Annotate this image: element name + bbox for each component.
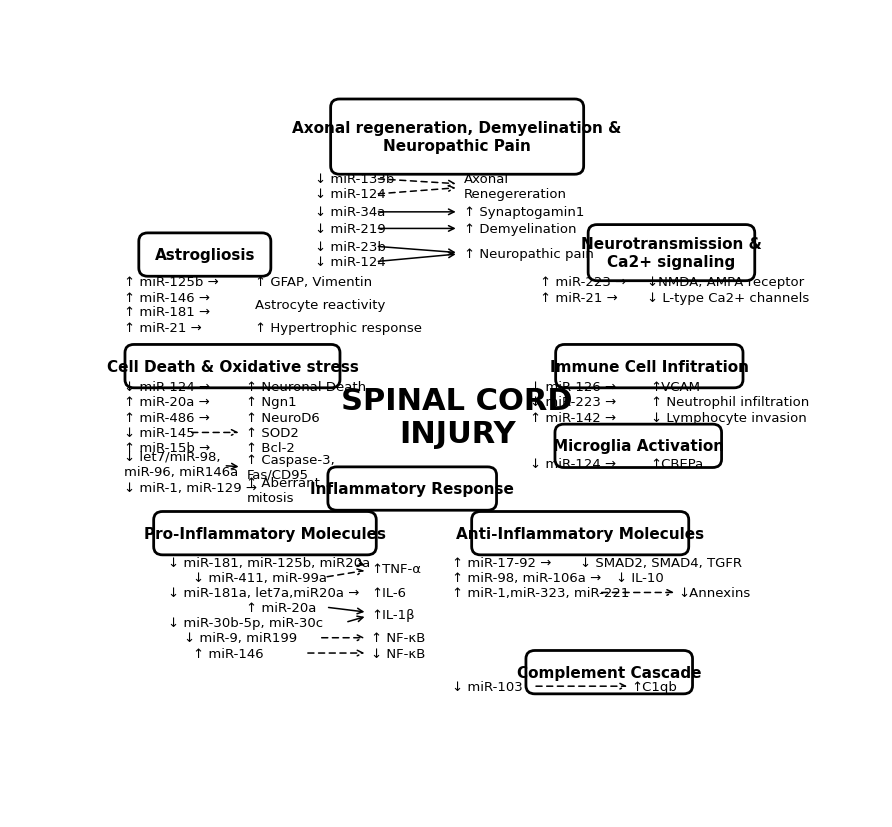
Text: ↓ SMAD2, SMAD4, TGFR: ↓ SMAD2, SMAD4, TGFR [580, 557, 742, 569]
Text: ↑IL-6: ↑IL-6 [371, 586, 407, 600]
Text: ↓ miR-126 →: ↓ miR-126 → [530, 380, 615, 394]
Text: ↑TNF-α: ↑TNF-α [371, 562, 421, 576]
Text: ↑ miR-98, miR-106a →: ↑ miR-98, miR-106a → [452, 571, 601, 584]
Text: ↓ miR-34a: ↓ miR-34a [316, 206, 386, 219]
Text: ↑ NeuroD6: ↑ NeuroD6 [246, 411, 320, 424]
Text: ↑VCAM: ↑VCAM [651, 380, 701, 394]
Text: ↓ miR-9, miR199: ↓ miR-9, miR199 [184, 632, 297, 644]
Text: Pro-Inflammatory Molecules: Pro-Inflammatory Molecules [144, 526, 386, 541]
Text: ↑C1qb: ↑C1qb [632, 680, 677, 693]
Text: ↑ Synaptogamin1: ↑ Synaptogamin1 [464, 206, 584, 219]
Text: ↑IL-1β: ↑IL-1β [371, 609, 415, 622]
Text: ↑ miR-146 →: ↑ miR-146 → [124, 291, 210, 304]
Text: ↑ Aberrant
mitosis: ↑ Aberrant mitosis [246, 477, 320, 504]
Text: ↓ NF-κB: ↓ NF-κB [371, 647, 425, 660]
Text: ↑ miR-181 →: ↑ miR-181 → [124, 306, 211, 319]
Text: Axonal
Renegereration: Axonal Renegereration [464, 173, 567, 201]
Text: ↓ miR-124 →: ↓ miR-124 → [530, 457, 615, 470]
FancyBboxPatch shape [139, 233, 271, 277]
Text: ↑ miR-1,miR-323, miR-221: ↑ miR-1,miR-323, miR-221 [452, 586, 630, 600]
Text: Neurotransmission &
Ca2+ signaling: Neurotransmission & Ca2+ signaling [581, 237, 762, 270]
Text: ↑ miR-20a →: ↑ miR-20a → [124, 396, 210, 409]
Text: ↓ miR-223 →: ↓ miR-223 → [530, 396, 616, 409]
Text: ↓ miR-411, miR-99a: ↓ miR-411, miR-99a [193, 571, 327, 584]
Text: ↑CBEPa: ↑CBEPa [651, 457, 704, 470]
FancyBboxPatch shape [153, 512, 376, 555]
Text: ↓ miR-1, miR-129 →: ↓ miR-1, miR-129 → [124, 481, 257, 495]
Text: ↑ NF-κB: ↑ NF-κB [371, 632, 425, 644]
Text: ↑ Ngn1: ↑ Ngn1 [246, 396, 297, 409]
FancyBboxPatch shape [328, 467, 497, 510]
Text: ↑ Demyelination: ↑ Demyelination [464, 222, 576, 236]
Text: Axonal regeneration, Demyelination &
Neuropathic Pain: Axonal regeneration, Demyelination & Neu… [293, 122, 622, 154]
Text: ↓ miR-133b: ↓ miR-133b [316, 173, 395, 186]
FancyBboxPatch shape [588, 225, 755, 281]
Text: Astrocyte reactivity: Astrocyte reactivity [255, 299, 385, 312]
Text: Astrogliosis: Astrogliosis [154, 248, 255, 263]
Text: ↓ miR-219: ↓ miR-219 [316, 222, 386, 236]
Text: ↑ miR-17-92 →: ↑ miR-17-92 → [452, 557, 551, 569]
Text: ↓ let7/miR-98,
miR-96, miR146a: ↓ let7/miR-98, miR-96, miR146a [124, 450, 238, 478]
Text: ↓ miR-103: ↓ miR-103 [452, 680, 523, 693]
Text: Cell Death & Oxidative stress: Cell Death & Oxidative stress [106, 359, 359, 374]
Text: ↓ miR-124: ↓ miR-124 [316, 189, 386, 201]
Text: ↑ Neutrophil infiltration: ↑ Neutrophil infiltration [651, 396, 809, 409]
FancyBboxPatch shape [526, 651, 692, 694]
FancyBboxPatch shape [556, 345, 743, 389]
Text: ↑ miR-21 →: ↑ miR-21 → [124, 322, 202, 334]
Text: ↓Annexins: ↓Annexins [678, 586, 750, 600]
FancyBboxPatch shape [472, 512, 689, 555]
Text: Microglia Activation: Microglia Activation [553, 439, 723, 454]
Text: ↓ miR-23b: ↓ miR-23b [316, 241, 386, 253]
Text: ↑ miR-125b →: ↑ miR-125b → [124, 276, 219, 289]
Text: ↑ miR-20a: ↑ miR-20a [246, 601, 317, 614]
Text: ↑ GFAP, Vimentin: ↑ GFAP, Vimentin [255, 276, 373, 289]
Text: Inflammatory Response: Inflammatory Response [310, 481, 514, 496]
Text: ↑ miR-21 →: ↑ miR-21 → [541, 291, 618, 304]
Text: ↓ miR-124 →: ↓ miR-124 → [124, 380, 211, 394]
Text: ↓ L-type Ca2+ channels: ↓ L-type Ca2+ channels [648, 291, 810, 304]
Text: Immune Cell Infitration: Immune Cell Infitration [549, 359, 748, 374]
Text: ↑ Caspase-3,
Fas/CD95: ↑ Caspase-3, Fas/CD95 [246, 453, 335, 481]
Text: ↓NMDA, AMPA receptor: ↓NMDA, AMPA receptor [648, 276, 805, 289]
Text: ↓ miR-145: ↓ miR-145 [124, 427, 194, 439]
Text: ↑ miR-146: ↑ miR-146 [193, 647, 264, 660]
Text: ↑ miR-486 →: ↑ miR-486 → [124, 411, 210, 424]
Text: ↑ Bcl-2: ↑ Bcl-2 [246, 442, 295, 455]
Text: ↓ miR-124: ↓ miR-124 [316, 256, 386, 269]
Text: ↑ Neuropathic pain: ↑ Neuropathic pain [464, 248, 594, 261]
Text: ↑ miR-223 →: ↑ miR-223 → [541, 276, 626, 289]
Text: ↑ Neuronal Death: ↑ Neuronal Death [246, 380, 367, 394]
Text: ↑ miR-15b →: ↑ miR-15b → [124, 442, 211, 455]
FancyBboxPatch shape [555, 424, 722, 468]
Text: SPINAL CORD
INJURY: SPINAL CORD INJURY [342, 386, 573, 449]
Text: ↓ Lymphocyte invasion: ↓ Lymphocyte invasion [651, 411, 806, 424]
FancyBboxPatch shape [331, 100, 583, 175]
Text: ↓ miR-181, miR-125b, miR20a: ↓ miR-181, miR-125b, miR20a [169, 557, 370, 569]
Text: ↓ miR-30b-5p, miR-30c: ↓ miR-30b-5p, miR-30c [169, 616, 323, 629]
Text: ↑ SOD2: ↑ SOD2 [246, 427, 299, 439]
Text: ↓ IL-10: ↓ IL-10 [616, 571, 664, 584]
Text: Complement Cascade: Complement Cascade [517, 665, 701, 680]
Text: Anti-Inflammatory Molecules: Anti-Inflammatory Molecules [456, 526, 705, 541]
Text: ↓ miR-181a, let7a,miR20a →: ↓ miR-181a, let7a,miR20a → [169, 586, 359, 600]
Text: ↑ Hypertrophic response: ↑ Hypertrophic response [255, 322, 422, 334]
FancyBboxPatch shape [125, 345, 340, 389]
Text: ↑ miR-142 →: ↑ miR-142 → [530, 411, 615, 424]
